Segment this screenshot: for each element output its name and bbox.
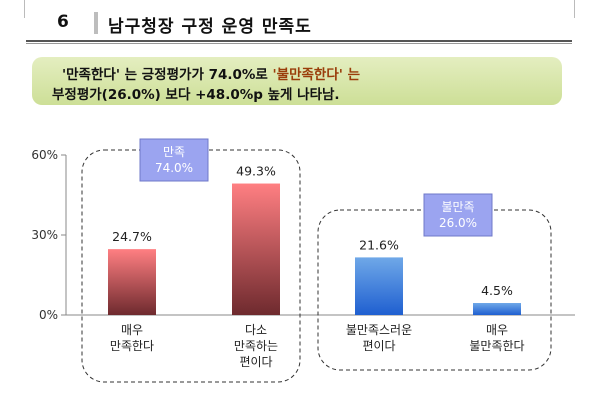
category-label: 불만족한다 (469, 339, 524, 353)
section-header: 6 남구청장 구정 운영 만족도 (22, 0, 582, 44)
group-label-box (139, 138, 209, 182)
summary-line-1: '만족한다' 는 긍정평가가 74.0%로 '불만족한다' 는 (62, 63, 360, 83)
data-label: 24.7% (112, 229, 152, 244)
category-label: 다소 (245, 323, 267, 337)
data-label: 21.6% (359, 237, 399, 252)
summary-line-1-text: '만족한다' 는 긍정평가가 74.0%로 (62, 67, 273, 83)
summary-box: '만족한다' 는 긍정평가가 74.0%로 '불만족한다' 는 부정평가(26.… (32, 57, 562, 105)
group-label: 만족 (163, 145, 185, 159)
data-label: 49.3% (236, 164, 276, 179)
y-tick-label: 60% (31, 148, 58, 162)
group-label: 불만족 (441, 200, 474, 214)
header-rule (26, 40, 572, 42)
category-label: 매우 (121, 323, 143, 337)
category-label: 불만족스러운 (346, 323, 412, 337)
category-label: 매우 (486, 323, 508, 337)
group-label-box (423, 193, 493, 237)
group-label: 74.0% (155, 161, 193, 175)
corner-mark-left (24, 0, 25, 18)
category-label: 편이다 (362, 339, 395, 353)
y-tick-label: 30% (31, 228, 58, 242)
summary-line-1-highlight: '불만족한다' 는 (272, 67, 361, 83)
category-label: 만족한다 (110, 339, 154, 353)
section-title: 남구청장 구정 운영 만족도 (108, 17, 312, 37)
section-number: 6 (57, 12, 69, 32)
data-label: 4.5% (481, 283, 513, 298)
summary-line-2: 부정평가(26.0%) 보다 +48.0%p 높게 나타남. (52, 87, 340, 103)
corner-mark-right (574, 0, 575, 18)
bar (232, 183, 280, 315)
header-rule-thin (26, 43, 572, 44)
y-tick-label: 0% (39, 308, 58, 322)
category-label: 만족하는 (234, 339, 278, 353)
group-label: 26.0% (439, 216, 477, 230)
category-label: 편이다 (239, 355, 272, 369)
bar (473, 303, 521, 315)
bar (355, 257, 403, 315)
section-divider (94, 12, 98, 34)
bar (108, 249, 156, 315)
